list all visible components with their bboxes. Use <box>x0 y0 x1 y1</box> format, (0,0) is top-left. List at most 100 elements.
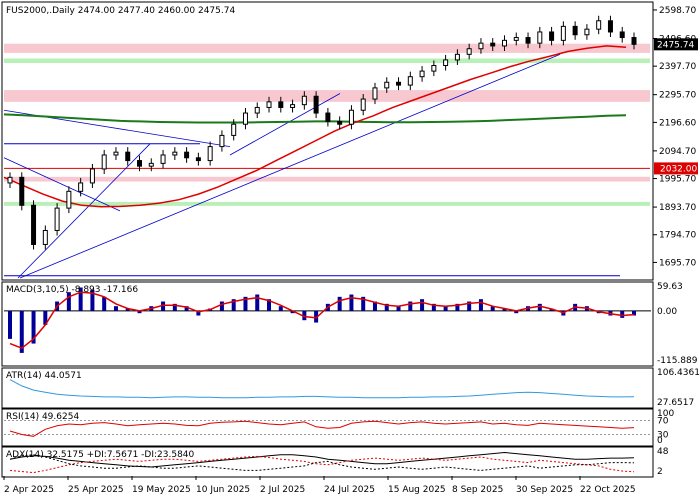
candle-18 <box>219 130 225 152</box>
candle-body <box>278 101 284 108</box>
candle-body <box>337 120 343 125</box>
candle-body <box>560 25 566 41</box>
candle-body <box>195 157 201 162</box>
time-tick-label: 10 Jun 2025 <box>196 485 250 495</box>
plus-di-line <box>9 455 635 474</box>
adx-label: ADX(14) 32.5175 +DI:7.5671 -DI:23.5840 <box>6 450 195 460</box>
candle-body <box>42 229 48 245</box>
macd-bar <box>102 296 107 311</box>
price-tick-label: 1893.70 <box>659 203 696 213</box>
macd-label: MACD(3,10,5) -8.893 -17.166 <box>6 285 138 295</box>
current-price-box <box>654 38 698 51</box>
candle-body <box>78 182 84 192</box>
trendline-3 <box>19 53 561 279</box>
macd-bar <box>243 296 248 311</box>
macd-bar <box>161 301 166 311</box>
time-tick-label: 2 Apr 2025 <box>4 485 54 495</box>
zones-group <box>4 43 650 206</box>
candle-53 <box>631 32 637 50</box>
candle-body <box>219 134 225 148</box>
macd-bar <box>396 306 401 311</box>
candle-31 <box>372 82 378 105</box>
candle-41 <box>490 38 496 51</box>
macd-bar <box>349 294 354 311</box>
price-tick-label: 2196.60 <box>659 118 696 128</box>
macd-bar <box>490 306 495 311</box>
candle-body <box>525 37 531 44</box>
candle-body <box>513 37 519 41</box>
candle-body <box>478 42 484 50</box>
macd-bar <box>31 310 36 344</box>
candle-body <box>113 151 119 156</box>
candle-body <box>490 42 496 47</box>
candle-body <box>607 20 613 33</box>
candle-26 <box>313 91 319 119</box>
candle-23 <box>278 96 284 113</box>
candle-body <box>348 109 354 125</box>
rsi-frame <box>1 408 654 447</box>
macd-bar <box>196 310 201 316</box>
rsi-tick-label: 70 <box>657 417 669 427</box>
macd-bar <box>431 303 436 311</box>
macd-bar <box>255 294 260 311</box>
candle-body <box>54 207 60 231</box>
candle-16 <box>195 152 201 166</box>
candle-7 <box>89 163 95 188</box>
trendlines-group <box>3 53 650 279</box>
candle-10 <box>125 147 131 166</box>
candle-15 <box>184 147 190 163</box>
candle-body <box>184 151 190 159</box>
candle-37 <box>443 54 449 71</box>
adx-frame <box>1 446 654 478</box>
candle-9 <box>113 147 119 161</box>
candle-33 <box>396 77 402 91</box>
macd-bar <box>267 299 272 311</box>
candles-group <box>7 15 637 250</box>
macd-bar <box>537 303 542 311</box>
macd-bar <box>408 301 413 311</box>
ma-fast-line <box>3 45 627 208</box>
macd-bar <box>632 310 636 316</box>
rsi-tick-label: 30 <box>657 431 669 441</box>
moving-averages-group <box>3 45 627 208</box>
macd-bar <box>314 310 319 323</box>
price-axis-group: 2598.702496.602397.702295.702196.602094.… <box>653 6 698 268</box>
macd-panel: MACD(3,10,5) -8.893 -17.166 59.63 0.00 -115… <box>1 281 698 367</box>
zone-3 <box>4 176 650 182</box>
candle-body <box>66 190 72 209</box>
candle-body <box>172 151 178 156</box>
atr-panel: ATR(14) 44.0571 106.4361 27.6517 <box>1 367 700 409</box>
zone-1 <box>4 90 650 102</box>
macd-bar <box>361 296 366 311</box>
candle-body <box>501 39 507 47</box>
candle-34 <box>407 71 413 91</box>
candle-21 <box>254 102 260 119</box>
candle-body <box>242 112 248 125</box>
atr-tick-label: 27.6517 <box>657 398 694 408</box>
macd-bar <box>443 306 448 311</box>
candle-19 <box>231 119 237 141</box>
candle-6 <box>78 177 84 197</box>
candle-11 <box>137 155 143 172</box>
macd-bar <box>502 308 507 311</box>
candle-body <box>372 87 378 100</box>
candle-body <box>537 31 543 44</box>
macd-bar <box>78 287 83 311</box>
macd-bar <box>620 310 625 318</box>
candle-50 <box>596 15 602 35</box>
candle-45 <box>537 26 543 49</box>
time-tick-label: 15 Aug 2025 <box>388 485 446 495</box>
candle-body <box>101 154 107 170</box>
macd-bar <box>384 303 389 311</box>
price-tick-label: 2295.70 <box>659 91 696 101</box>
macd-bar <box>66 292 71 311</box>
candle-30 <box>360 94 366 116</box>
atr-frame <box>1 367 654 409</box>
time-tick-label: 24 Jul 2025 <box>324 485 375 495</box>
candle-body <box>549 31 555 41</box>
candle-49 <box>584 24 590 40</box>
candle-body <box>407 76 413 86</box>
